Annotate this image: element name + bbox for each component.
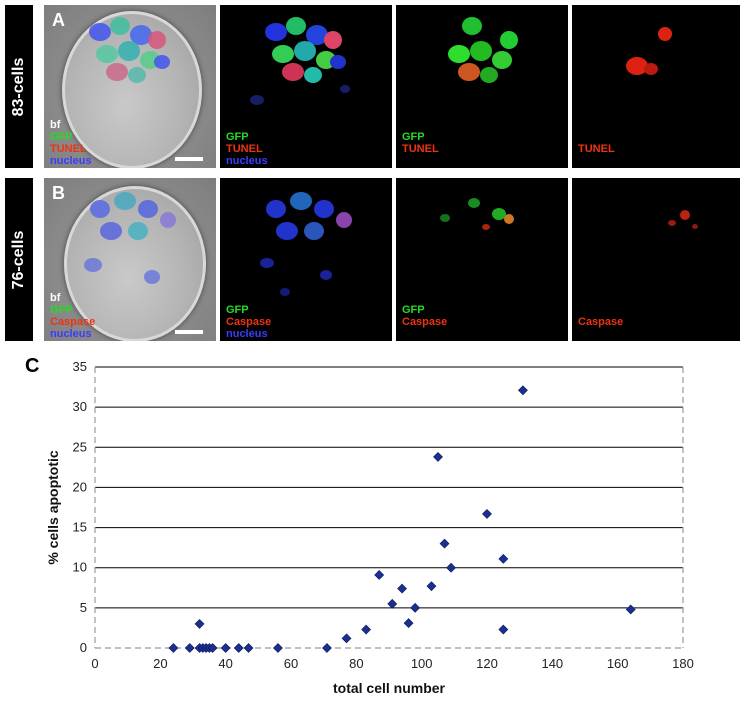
data-point-7 xyxy=(207,643,218,653)
data-point-27 xyxy=(518,385,528,396)
row-a-merge-panel: GFP TUNEL nucleus xyxy=(220,5,392,168)
row-b-gfp-legend: GFP Caspase xyxy=(402,304,447,328)
data-point-8 xyxy=(220,643,231,653)
legend-caspase: Caspase xyxy=(578,316,624,328)
legend-tunel: TUNEL xyxy=(578,143,615,155)
legend-bf: bf xyxy=(50,119,61,131)
row-b-red-panel: Caspase xyxy=(572,178,740,341)
row-a-gfp-legend: GFP TUNEL xyxy=(402,131,439,155)
legend-gfp: GFP xyxy=(50,131,73,143)
data-point-2 xyxy=(194,618,205,629)
row-a-merge-legend: GFP TUNEL nucleus xyxy=(226,131,268,167)
data-point-26 xyxy=(498,624,509,635)
row-a-red-panel: TUNEL xyxy=(572,5,740,168)
x-tick-label-6: 120 xyxy=(476,656,498,671)
y-tick-label-6: 30 xyxy=(73,399,87,414)
row-b-label: 76-cells xyxy=(5,178,33,341)
data-point-17 xyxy=(397,583,407,594)
legend-caspase: Caspase xyxy=(402,316,448,328)
row-b-gfp-panel: GFP Caspase xyxy=(396,178,568,341)
x-axis-label: total cell number xyxy=(333,680,446,696)
legend-tunel: TUNEL xyxy=(50,143,87,155)
x-tick-label-2: 40 xyxy=(218,656,232,671)
row-b-bf-legend: bf GFP Caspase nucleus xyxy=(50,292,95,340)
data-point-14 xyxy=(361,624,372,635)
legend-nucleus: nucleus xyxy=(226,328,268,340)
data-point-25 xyxy=(498,553,509,564)
data-point-22 xyxy=(439,538,450,549)
x-tick-label-9: 180 xyxy=(672,656,694,671)
x-tick-label-3: 60 xyxy=(284,656,298,671)
row-a-label-text: 83-cells xyxy=(10,57,27,116)
y-tick-label-5: 25 xyxy=(73,439,87,454)
y-tick-label-2: 10 xyxy=(73,560,87,575)
legend-caspase: Caspase xyxy=(226,316,272,328)
data-point-12 xyxy=(322,643,332,653)
legend-nucleus: nucleus xyxy=(226,155,268,167)
data-point-16 xyxy=(387,598,398,609)
data-point-13 xyxy=(341,633,352,644)
x-tick-label-7: 140 xyxy=(541,656,563,671)
row-b-label-text: 76-cells xyxy=(10,230,27,289)
y-tick-label-4: 20 xyxy=(73,479,87,494)
data-point-18 xyxy=(403,618,414,629)
x-tick-label-1: 20 xyxy=(153,656,167,671)
row-b-red-legend: Caspase xyxy=(578,316,623,328)
legend-caspase: Caspase xyxy=(50,316,96,328)
y-tick-label-7: 35 xyxy=(73,359,87,374)
legend-gfp: GFP xyxy=(402,304,425,316)
row-b-brightfield-panel: bf GFP Caspase nucleus B xyxy=(44,178,216,341)
panel-letter-b: B xyxy=(52,183,65,203)
row-a-gfp-panel: GFP TUNEL xyxy=(396,5,568,168)
legend-nucleus: nucleus xyxy=(50,328,92,340)
row-a-label: 83-cells xyxy=(5,5,33,168)
data-point-24 xyxy=(482,508,492,519)
row-a-red-legend: TUNEL xyxy=(578,143,615,155)
y-axis-label: % cells apoptotic xyxy=(45,450,61,565)
legend-tunel: TUNEL xyxy=(226,143,263,155)
x-tick-label-4: 80 xyxy=(349,656,363,671)
legend-tunel: TUNEL xyxy=(402,143,439,155)
data-point-20 xyxy=(426,581,437,592)
scale-bar xyxy=(175,157,203,161)
row-a-brightfield-panel: bf GFP TUNEL nucleus A xyxy=(44,5,216,168)
data-point-15 xyxy=(374,570,385,580)
legend-gfp: GFP xyxy=(226,304,249,316)
panel-letter-c: C xyxy=(25,355,40,377)
legend-gfp: GFP xyxy=(402,131,425,143)
data-point-9 xyxy=(233,643,244,653)
y-tick-label-1: 5 xyxy=(80,600,87,615)
data-point-28 xyxy=(625,604,636,615)
legend-bf: bf xyxy=(50,292,61,304)
data-point-21 xyxy=(433,451,443,462)
panel-letter-a: A xyxy=(52,10,65,30)
y-tick-label-3: 15 xyxy=(73,520,87,535)
data-point-19 xyxy=(410,602,421,613)
row-b-merge-legend: GFP Caspase nucleus xyxy=(226,304,271,340)
legend-nucleus: nucleus xyxy=(50,155,92,167)
legend-gfp: GFP xyxy=(226,131,249,143)
scatter-chart: 0 5 10 15 20 25 30 35 0 20 40 60 80 100 120 140 160 180 to… xyxy=(45,359,694,696)
data-point-0 xyxy=(168,643,179,653)
x-tick-label-5: 100 xyxy=(411,656,433,671)
legend-gfp: GFP xyxy=(50,304,73,316)
scale-bar xyxy=(175,330,203,334)
x-tick-label-0: 0 xyxy=(91,656,98,671)
row-a-bf-legend: bf GFP TUNEL nucleus xyxy=(50,119,92,167)
row-b-merge-panel: GFP Caspase nucleus xyxy=(220,178,392,341)
data-point-1 xyxy=(184,643,195,653)
y-tick-label-0: 0 xyxy=(80,640,87,655)
data-point-11 xyxy=(273,643,283,653)
x-tick-label-8: 160 xyxy=(607,656,629,671)
data-point-10 xyxy=(243,643,254,653)
data-point-23 xyxy=(446,562,456,573)
